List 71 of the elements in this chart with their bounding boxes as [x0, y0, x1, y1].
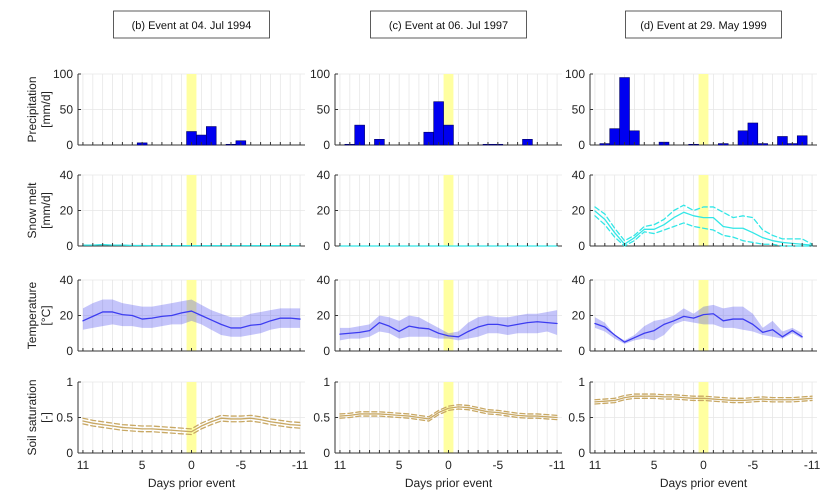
y-tick-label: 1	[323, 375, 330, 389]
bar	[522, 139, 533, 146]
y-tick-label: 0	[323, 446, 330, 460]
y-tick-label: 100	[564, 67, 586, 81]
y-tick-label: 50	[316, 102, 330, 116]
x-axis-title: Days prior event	[148, 476, 236, 490]
y-axis-title: Temperature [°C]	[25, 281, 53, 350]
x-tick-label: -5	[236, 458, 247, 472]
y-axis-title: Snow melt [mm/d]	[25, 182, 53, 239]
y-tick-label: 40	[572, 273, 586, 287]
y-tick-label: 1	[578, 375, 586, 389]
y-tick-label: 0	[578, 446, 586, 460]
chart-title: (c) Event at 06. Jul 1997	[388, 20, 508, 32]
bar	[374, 139, 385, 146]
y-tick-label: 0	[323, 344, 330, 358]
y-tick-label: 0	[66, 138, 74, 152]
chart-title: (d) Event at 29. May 1999	[640, 20, 767, 32]
x-tick-label: 11	[334, 458, 346, 472]
x-tick-label: 11	[76, 458, 90, 472]
line-series	[82, 418, 301, 432]
y-tick-label: 50	[572, 102, 586, 116]
x-tick-label: 0	[445, 458, 452, 472]
y-tick-label: 0	[323, 239, 330, 253]
y-tick-label: 20	[572, 308, 586, 322]
x-tick-label: 5	[650, 458, 658, 472]
y-tick-label: 0.5	[568, 410, 586, 424]
y-tick-label: 100	[52, 67, 74, 81]
x-axis-title: Days prior event	[660, 476, 748, 490]
line-series	[82, 310, 301, 329]
x-tick-label: -11	[548, 458, 566, 472]
line-series	[339, 321, 558, 338]
y-tick-label: 20	[60, 308, 74, 322]
y-tick-label: 20	[316, 308, 330, 322]
x-tick-label: 0	[188, 458, 196, 472]
y-tick-label: 20	[572, 204, 586, 218]
y-tick-label: 0	[66, 344, 74, 358]
y-tick-label: 40	[316, 168, 330, 182]
y-tick-label: 0.5	[313, 410, 330, 424]
y-axis-title: Precipitation [mm/d]	[25, 76, 53, 143]
y-tick-label: 20	[60, 204, 74, 218]
y-tick-label: 40	[60, 168, 74, 182]
bar	[136, 142, 148, 146]
x-tick-label: -5	[492, 458, 504, 472]
y-tick-label: 0	[578, 239, 586, 253]
bar	[658, 142, 670, 146]
y-tick-label: 40	[60, 273, 74, 287]
y-tick-label: 0	[66, 239, 74, 253]
y-tick-label: 0	[323, 138, 330, 152]
line-series	[82, 414, 301, 430]
y-tick-label: 40	[316, 273, 330, 287]
x-axis-title: Days prior event	[404, 476, 493, 490]
y-tick-label: 0.5	[56, 410, 74, 424]
x-tick-label: 11	[588, 458, 602, 472]
x-tick-label: 0	[700, 458, 708, 472]
x-tick-label: 5	[396, 458, 403, 472]
line-series	[594, 313, 803, 343]
y-tick-label: 40	[572, 168, 586, 182]
y-tick-label: 50	[60, 102, 74, 116]
y-tick-label: 20	[316, 204, 330, 218]
x-tick-label: 5	[138, 458, 146, 472]
line-series	[82, 420, 301, 436]
chart-title: (b) Event at 04. Jul 1994	[132, 20, 252, 32]
x-tick-label: -11	[292, 458, 309, 472]
y-tick-label: 1	[66, 375, 74, 389]
y-tick-label: 0	[578, 138, 586, 152]
y-tick-label: 100	[310, 67, 330, 81]
y-tick-label: 0	[578, 344, 586, 358]
x-tick-label: -11	[804, 458, 821, 472]
y-axis-title: Soil saturation [-]	[25, 379, 53, 456]
y-tick-label: 0	[66, 446, 74, 460]
x-tick-label: -5	[748, 458, 759, 472]
